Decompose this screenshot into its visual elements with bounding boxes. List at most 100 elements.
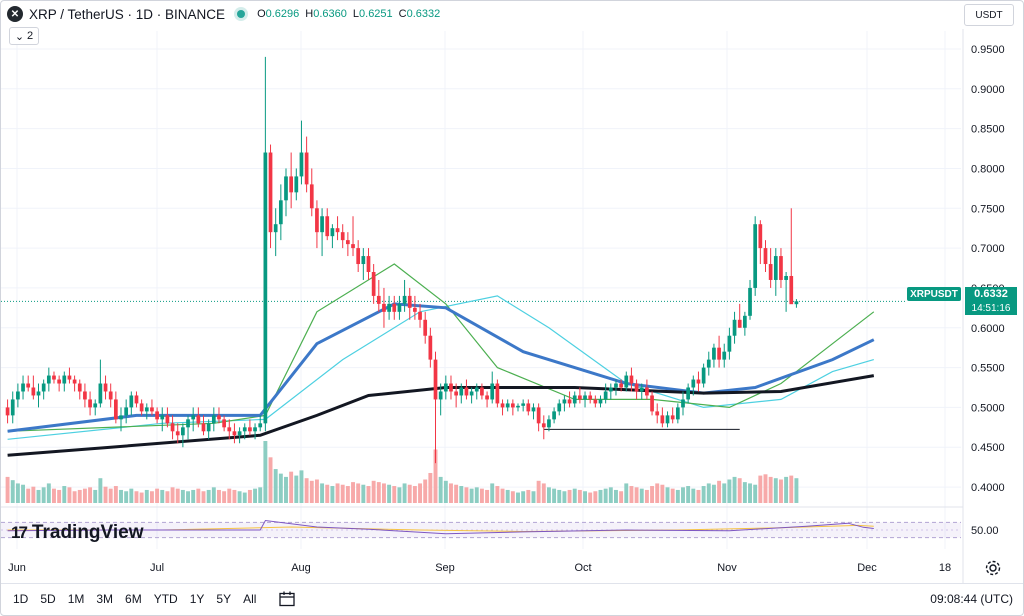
candle-body <box>335 228 340 233</box>
volume-bar <box>644 489 649 503</box>
candle-body <box>603 391 608 400</box>
range-5y[interactable]: 5Y <box>216 592 232 606</box>
candle-body <box>598 399 603 404</box>
volume-bar <box>500 488 505 503</box>
x-tick-label: Dec <box>857 562 877 574</box>
volume-bar <box>768 476 773 503</box>
ohlc-high: H0.6360 <box>305 8 347 20</box>
candle-body <box>639 387 644 392</box>
candle-body <box>113 399 118 420</box>
candle-body <box>242 427 247 432</box>
volume-bar <box>552 488 557 503</box>
candle-body <box>531 407 536 412</box>
candle-body <box>449 383 453 392</box>
volume-bar <box>474 487 479 503</box>
volume-bar <box>691 488 696 503</box>
volume-bar <box>351 482 355 503</box>
volume-bar <box>366 486 371 503</box>
candle-body <box>521 403 526 406</box>
range-6m[interactable]: 6M <box>125 592 142 606</box>
volume-bar <box>67 487 72 503</box>
indicators-toggle-button[interactable]: ⌄ 2 <box>9 27 39 45</box>
volume-bar <box>103 486 108 503</box>
volume-bar <box>608 487 613 503</box>
volume-bar <box>15 483 20 503</box>
volume-bar <box>567 489 572 503</box>
candle-body <box>294 176 299 193</box>
range-all[interactable]: All <box>243 592 257 606</box>
candle-body <box>31 387 36 396</box>
tradingview-mark-icon: 17 <box>11 523 28 542</box>
volume-bar <box>175 488 180 503</box>
candle-body <box>407 295 412 308</box>
volume-bar <box>309 480 314 503</box>
candle-body <box>474 387 479 392</box>
volume-bar <box>763 474 768 503</box>
candle-body <box>779 256 783 280</box>
volume-bar <box>392 486 397 503</box>
volume-bar <box>155 488 160 503</box>
volume-bar <box>134 491 139 503</box>
candle-body <box>361 256 366 265</box>
volume-bar <box>180 489 185 503</box>
volume-bar <box>412 486 417 503</box>
candle-body <box>737 319 742 328</box>
range-1d[interactable]: 1D <box>13 592 29 606</box>
tradingview-logo[interactable]: 17 TradingView <box>11 522 144 544</box>
candle-body <box>675 407 680 420</box>
volume-bar <box>603 488 608 503</box>
candle-body <box>315 208 319 233</box>
volume-bar <box>206 489 211 503</box>
candle-body <box>748 287 752 316</box>
candle-body <box>150 407 154 412</box>
y-tick-label: 0.8500 <box>971 124 1005 136</box>
volume-bar <box>371 480 376 503</box>
y-tick-label: 0.7000 <box>971 243 1005 255</box>
rsi-pane <box>1 519 961 539</box>
volume-bar <box>191 489 196 503</box>
candle-body <box>67 375 72 380</box>
range-1y[interactable]: 1Y <box>189 592 205 606</box>
range-1m[interactable]: 1M <box>67 592 85 606</box>
currency-button[interactable]: USDT <box>964 4 1014 26</box>
candle-body <box>655 411 660 416</box>
volume-bar <box>407 484 412 503</box>
volume-bar <box>546 487 551 503</box>
volume-bar <box>52 488 56 503</box>
range-5d[interactable]: 5D <box>40 592 56 606</box>
volume-bar <box>237 491 242 503</box>
candle-body <box>222 419 226 428</box>
calendar-icon[interactable] <box>278 590 296 608</box>
candle-body <box>547 419 551 428</box>
candle-body <box>691 379 696 388</box>
candle-body <box>289 176 294 193</box>
candle-body <box>443 383 448 392</box>
volume-bar <box>598 489 603 503</box>
volume-bar <box>531 491 536 503</box>
volume-bar <box>57 489 62 503</box>
candle-body <box>753 224 758 288</box>
volume-bar <box>381 483 386 503</box>
volume-bar <box>402 483 407 503</box>
volume-bar <box>526 489 531 503</box>
candle-body <box>268 152 273 233</box>
utc-clock[interactable]: 09:08:44 (UTC) <box>930 592 1013 606</box>
volume-bar <box>541 483 546 503</box>
candle-body <box>309 184 314 209</box>
range-3m[interactable]: 3M <box>96 592 114 606</box>
range-ytd[interactable]: YTD <box>153 592 178 606</box>
volume-bar <box>794 478 799 503</box>
volume-bar <box>88 487 93 503</box>
volume-bar <box>247 489 252 503</box>
candle-body <box>665 415 670 424</box>
volume-bar <box>5 476 10 503</box>
candle-body <box>356 248 361 265</box>
volume-bar <box>614 489 618 503</box>
volume-bar <box>320 483 325 503</box>
tradingview-wordmark: TradingView <box>31 522 144 543</box>
volume-bar <box>387 484 392 503</box>
gear-icon[interactable] <box>984 559 1002 577</box>
volume-bar <box>139 492 144 503</box>
symbol-title[interactable]: XRP / TetherUS · 1D · BINANCE <box>29 6 226 22</box>
